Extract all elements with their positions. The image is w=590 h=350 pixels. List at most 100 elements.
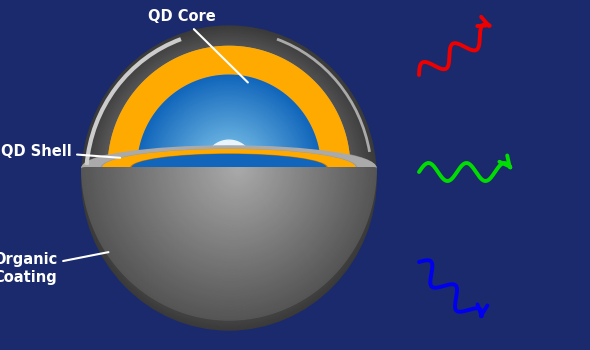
Polygon shape xyxy=(150,168,316,253)
Ellipse shape xyxy=(153,97,290,238)
Ellipse shape xyxy=(125,69,324,274)
Polygon shape xyxy=(153,91,304,168)
Polygon shape xyxy=(107,168,354,296)
Ellipse shape xyxy=(98,42,357,309)
Ellipse shape xyxy=(211,155,219,162)
Ellipse shape xyxy=(169,113,270,217)
Polygon shape xyxy=(217,168,258,189)
Polygon shape xyxy=(191,168,280,214)
Polygon shape xyxy=(208,147,250,168)
Polygon shape xyxy=(166,168,302,238)
Polygon shape xyxy=(194,132,264,168)
Polygon shape xyxy=(215,154,242,168)
Ellipse shape xyxy=(112,56,340,291)
Polygon shape xyxy=(140,78,317,168)
Polygon shape xyxy=(110,168,352,293)
Polygon shape xyxy=(90,168,369,313)
Polygon shape xyxy=(237,168,240,169)
Polygon shape xyxy=(187,126,271,168)
Ellipse shape xyxy=(171,114,268,215)
Ellipse shape xyxy=(201,145,231,175)
Ellipse shape xyxy=(172,115,267,214)
Ellipse shape xyxy=(212,155,218,161)
Ellipse shape xyxy=(104,48,349,301)
Ellipse shape xyxy=(156,99,287,234)
Polygon shape xyxy=(136,168,328,267)
Ellipse shape xyxy=(97,41,358,310)
Ellipse shape xyxy=(143,87,302,251)
Ellipse shape xyxy=(196,140,237,181)
Polygon shape xyxy=(188,126,270,168)
Ellipse shape xyxy=(150,94,293,241)
Ellipse shape xyxy=(91,35,365,318)
Polygon shape xyxy=(144,82,314,168)
Polygon shape xyxy=(88,168,371,314)
Polygon shape xyxy=(105,168,356,297)
Polygon shape xyxy=(179,117,279,168)
Polygon shape xyxy=(148,168,319,256)
Text: Organic
Coating: Organic Coating xyxy=(0,252,109,285)
Polygon shape xyxy=(221,168,254,185)
Polygon shape xyxy=(232,168,244,174)
Polygon shape xyxy=(207,168,266,198)
Polygon shape xyxy=(204,142,254,168)
Polygon shape xyxy=(198,137,260,168)
Ellipse shape xyxy=(173,117,265,211)
Polygon shape xyxy=(130,168,333,273)
Polygon shape xyxy=(204,168,269,202)
Ellipse shape xyxy=(102,47,351,303)
Polygon shape xyxy=(161,99,297,168)
Ellipse shape xyxy=(135,78,313,262)
Ellipse shape xyxy=(151,94,292,240)
Ellipse shape xyxy=(166,109,274,222)
Polygon shape xyxy=(158,95,300,168)
Polygon shape xyxy=(201,168,271,204)
Polygon shape xyxy=(86,168,372,315)
Polygon shape xyxy=(200,139,258,168)
Polygon shape xyxy=(190,168,281,215)
Polygon shape xyxy=(165,103,293,168)
Polygon shape xyxy=(126,168,337,278)
Polygon shape xyxy=(219,168,255,186)
Polygon shape xyxy=(215,168,259,191)
Ellipse shape xyxy=(132,76,316,266)
Ellipse shape xyxy=(193,136,241,187)
Polygon shape xyxy=(186,125,271,168)
Ellipse shape xyxy=(165,108,276,223)
Ellipse shape xyxy=(128,72,320,270)
Polygon shape xyxy=(104,168,357,299)
Polygon shape xyxy=(176,168,294,229)
Polygon shape xyxy=(213,152,245,168)
Ellipse shape xyxy=(95,39,360,313)
Ellipse shape xyxy=(209,153,221,165)
Polygon shape xyxy=(218,168,257,188)
Polygon shape xyxy=(207,146,251,168)
Ellipse shape xyxy=(107,51,346,297)
Polygon shape xyxy=(202,141,255,168)
Polygon shape xyxy=(205,168,267,200)
Polygon shape xyxy=(226,168,250,180)
Polygon shape xyxy=(218,157,240,168)
Ellipse shape xyxy=(144,88,300,249)
Polygon shape xyxy=(202,168,270,203)
Ellipse shape xyxy=(178,121,260,206)
Polygon shape xyxy=(159,168,309,245)
Ellipse shape xyxy=(84,28,374,327)
Polygon shape xyxy=(185,123,273,168)
Polygon shape xyxy=(188,168,283,217)
Polygon shape xyxy=(174,168,295,230)
Ellipse shape xyxy=(146,89,299,247)
Polygon shape xyxy=(210,149,248,168)
Polygon shape xyxy=(137,75,320,168)
Ellipse shape xyxy=(205,149,226,170)
Ellipse shape xyxy=(198,141,235,180)
Polygon shape xyxy=(99,168,361,303)
Ellipse shape xyxy=(188,132,247,192)
Polygon shape xyxy=(132,168,332,271)
Ellipse shape xyxy=(179,123,257,204)
Polygon shape xyxy=(154,168,313,250)
Polygon shape xyxy=(195,133,263,168)
Polygon shape xyxy=(223,168,253,183)
Ellipse shape xyxy=(156,100,286,234)
Polygon shape xyxy=(224,163,234,168)
